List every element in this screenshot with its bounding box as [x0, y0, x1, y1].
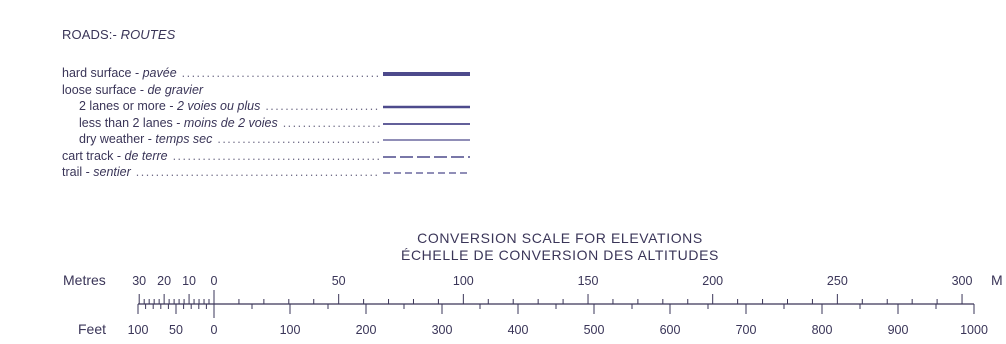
legend-row: 2 lanes or more - 2 voies ou plus ......… [62, 98, 472, 115]
legend-row: loose surface - de gravier [62, 82, 472, 99]
legend-label-en: less than 2 lanes [79, 115, 173, 130]
roads-title-fr: ROUTES [120, 27, 176, 42]
leader-dots: ........................................… [172, 148, 380, 163]
metres-tick-label: 250 [827, 274, 848, 288]
legend-label: loose surface - de gravier [62, 82, 362, 99]
metres-tick-label: 30 [132, 274, 146, 288]
feet-tick-label: 800 [812, 323, 833, 337]
legend-label: cart track - de terre ..................… [62, 148, 380, 165]
legend-row: hard surface - pavée ...................… [62, 65, 472, 82]
feet-tick-label: 700 [736, 323, 757, 337]
scale-title-fr: ÉCHELLE DE CONVERSION DES ALTITUDES [401, 247, 719, 263]
leader-dots: ........................................… [282, 115, 380, 130]
metres-tick-label: 200 [702, 274, 723, 288]
legend-separator: - [144, 132, 156, 146]
legend-label-fr: pavée [142, 66, 177, 80]
feet-tick-label: 1000 [960, 323, 988, 337]
feet-tick-label: 300 [432, 323, 453, 337]
legend-label-fr: moins de 2 voies [183, 115, 278, 130]
legend-label: less than 2 lanes - moins de 2 voies ...… [79, 115, 380, 132]
feet-tick-label: 50 [169, 323, 183, 337]
metres-tick-label: 0 [211, 274, 218, 288]
road-symbol-thick-solid [383, 72, 470, 76]
legend-label-fr: temps sec [155, 132, 213, 146]
metres-tick-label: 300 [952, 274, 973, 288]
legend-label-fr: 2 voies ou plus [176, 99, 261, 113]
legend-label-en: trail [62, 165, 83, 179]
road-symbol-medium-solid [383, 105, 470, 109]
roads-legend-title: ROADS:- ROUTES [62, 27, 175, 42]
scale-title-en: CONVERSION SCALE FOR ELEVATIONS [417, 230, 703, 246]
legend-label: trail - sentier ........................… [62, 164, 380, 181]
legend-label-en: cart track [62, 148, 114, 163]
leader-dots: ........................................… [181, 66, 380, 80]
legend-separator: - [136, 82, 148, 97]
legend-row: less than 2 lanes - moins de 2 voies ...… [62, 115, 472, 132]
legend-row: cart track - de terre ..................… [62, 148, 472, 165]
legend-label-en: hard surface [62, 66, 132, 80]
legend-row: dry weather - temps sec ................… [62, 131, 472, 148]
feet-tick-label: 900 [888, 323, 909, 337]
legend-label: dry weather - temps sec ................… [79, 131, 380, 148]
feet-tick-label: 100 [280, 323, 301, 337]
legend-label-fr: sentier [93, 165, 131, 179]
metres-tick-label: 150 [578, 274, 599, 288]
metres-end-label: M [991, 272, 1003, 288]
metres-label: Metres [63, 272, 106, 288]
road-symbol-short-dash [383, 172, 470, 174]
legend-label-fr: de terre [124, 148, 168, 163]
feet-tick-label: 0 [211, 323, 218, 337]
leader-dots: ........................................… [135, 165, 380, 179]
metres-tick-label: 50 [332, 274, 346, 288]
legend-separator: - [82, 165, 94, 179]
legend-row: trail - sentier ........................… [62, 164, 472, 181]
metres-tick-label: 20 [157, 274, 171, 288]
feet-tick-label: 100 [128, 323, 149, 337]
legend-separator: - [165, 99, 177, 113]
feet-tick-label: 500 [584, 323, 605, 337]
legend-separator: - [172, 115, 184, 130]
legend-separator: - [131, 66, 143, 80]
road-symbol-hairline-solid [383, 139, 470, 141]
legend-label: 2 lanes or more - 2 voies ou plus ......… [79, 98, 380, 115]
feet-tick-label: 200 [356, 323, 377, 337]
road-symbol-long-dash [383, 155, 470, 158]
roads-title-en: ROADS:- [62, 27, 117, 42]
legend-label-fr: de gravier [147, 82, 204, 97]
metres-tick-label: 100 [453, 274, 474, 288]
roads-legend: hard surface - pavée ...................… [62, 65, 472, 181]
leader-dots: ........................................… [265, 99, 380, 113]
feet-label: Feet [78, 321, 106, 337]
road-symbol-thin-solid [383, 122, 470, 125]
leader-dots: ........................................… [217, 132, 380, 146]
metres-tick-label: 10 [182, 274, 196, 288]
legend-label-en: loose surface [62, 82, 137, 97]
legend-label-en: 2 lanes or more [79, 99, 166, 113]
feet-tick-label: 600 [660, 323, 681, 337]
legend-label: hard surface - pavée ...................… [62, 65, 380, 82]
legend-label-en: dry weather [79, 132, 145, 146]
feet-tick-label: 400 [508, 323, 529, 337]
legend-separator: - [113, 148, 125, 163]
